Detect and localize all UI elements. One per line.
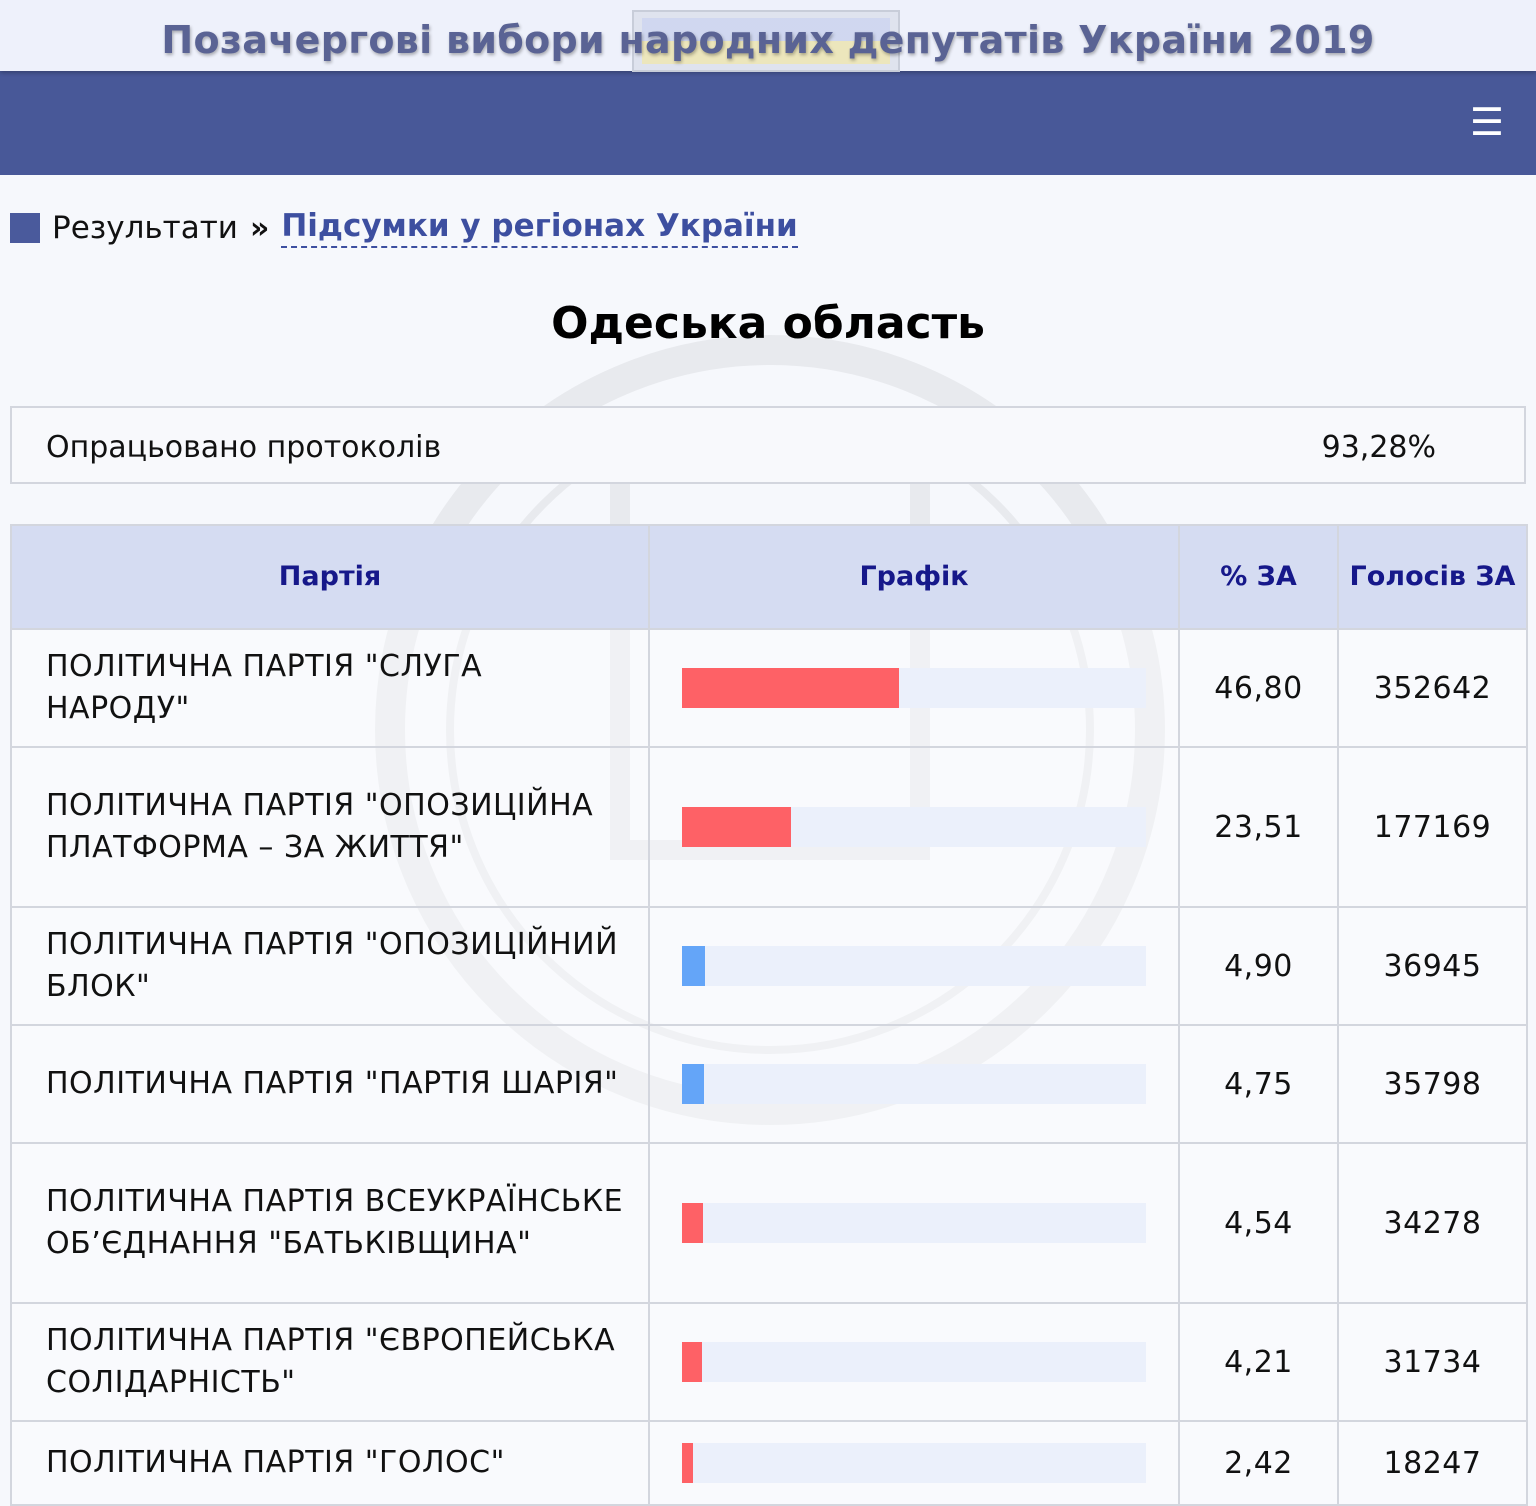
- column-header-graph: Графік: [648, 524, 1180, 630]
- percent-value: 4,90: [1178, 906, 1339, 1026]
- vote-share-bar: [682, 807, 792, 847]
- table-row: ПОЛІТИЧНА ПАРТІЯ "СЛУГА НАРОДУ" 46,80 35…: [10, 628, 1528, 748]
- graph-cell: [648, 1142, 1180, 1304]
- site-title: Позачергові вибори народних депутатів Ук…: [161, 18, 1375, 62]
- graph-cell: [648, 906, 1180, 1026]
- party-name: ПОЛІТИЧНА ПАРТІЯ "ПАРТІЯ ШАРІЯ": [10, 1024, 650, 1144]
- percent-value: 4,21: [1178, 1302, 1339, 1422]
- percent-value: 4,54: [1178, 1142, 1339, 1304]
- protocols-label: Опрацьовано протоколів: [46, 430, 442, 465]
- graph-cell: [648, 1420, 1180, 1506]
- vote-share-bar: [682, 1203, 704, 1243]
- breadcrumb-separator-icon: »: [249, 210, 270, 246]
- graph-cell: [648, 1302, 1180, 1422]
- hamburger-icon[interactable]: ☰: [1469, 100, 1504, 144]
- percent-value: 23,51: [1178, 746, 1339, 908]
- bar-track: [682, 946, 1146, 986]
- table-row: ПОЛІТИЧНА ПАРТІЯ "ОПОЗИЦІЙНИЙ БЛОК" 4,90…: [10, 906, 1528, 1026]
- navbar: ☰: [0, 71, 1536, 175]
- column-header-party[interactable]: Партія: [10, 524, 650, 630]
- percent-value: 46,80: [1178, 628, 1339, 748]
- graph-cell: [648, 628, 1180, 748]
- votes-value: 35798: [1337, 1024, 1528, 1144]
- party-name: ПОЛІТИЧНА ПАРТІЯ "СЛУГА НАРОДУ": [10, 628, 650, 748]
- graph-cell: [648, 746, 1180, 908]
- title-strip: Позачергові вибори народних депутатів Ук…: [0, 0, 1536, 72]
- breadcrumb: Результати » Підсумки у регіонах України: [10, 208, 798, 248]
- votes-value: 177169: [1337, 746, 1528, 908]
- party-name: ПОЛІТИЧНА ПАРТІЯ "ОПОЗИЦІЙНА ПЛАТФОРМА –…: [10, 746, 650, 908]
- percent-value: 2,42: [1178, 1420, 1339, 1506]
- column-header-percent[interactable]: % ЗА: [1178, 524, 1339, 630]
- page-title: Одеська область: [551, 298, 985, 349]
- table-header-row: Партія Графік % ЗА Голосів ЗА: [10, 524, 1528, 630]
- votes-value: 31734: [1337, 1302, 1528, 1422]
- votes-value: 34278: [1337, 1142, 1528, 1304]
- bar-track: [682, 668, 1146, 708]
- votes-value: 352642: [1337, 628, 1528, 748]
- vote-share-bar: [682, 1064, 705, 1104]
- bar-track: [682, 1342, 1146, 1382]
- table-row: ПОЛІТИЧНА ПАРТІЯ "ЄВРОПЕЙСЬКА СОЛІДАРНІС…: [10, 1302, 1528, 1422]
- vote-share-bar: [682, 668, 900, 708]
- table-row: ПОЛІТИЧНА ПАРТІЯ "ОПОЗИЦІЙНА ПЛАТФОРМА –…: [10, 746, 1528, 908]
- protocols-value: 93,28%: [1321, 430, 1436, 465]
- protocols-summary: Опрацьовано протоколів 93,28%: [10, 406, 1526, 484]
- percent-value: 4,75: [1178, 1024, 1339, 1144]
- votes-value: 36945: [1337, 906, 1528, 1026]
- breadcrumb-root: Результати: [52, 210, 238, 246]
- party-name: ПОЛІТИЧНА ПАРТІЯ ВСЕУКРАЇНСЬКЕ ОБ’ЄДНАНН…: [10, 1142, 650, 1304]
- bar-track: [682, 1203, 1146, 1243]
- column-header-votes[interactable]: Голосів ЗА: [1337, 524, 1528, 630]
- vote-share-bar: [682, 1443, 694, 1483]
- table-row: ПОЛІТИЧНА ПАРТІЯ ВСЕУКРАЇНСЬКЕ ОБ’ЄДНАНН…: [10, 1142, 1528, 1304]
- bar-track: [682, 1443, 1146, 1483]
- party-name: ПОЛІТИЧНА ПАРТІЯ "ОПОЗИЦІЙНИЙ БЛОК": [10, 906, 650, 1026]
- party-name: ПОЛІТИЧНА ПАРТІЯ "ЄВРОПЕЙСЬКА СОЛІДАРНІС…: [10, 1302, 650, 1422]
- table-row: ПОЛІТИЧНА ПАРТІЯ "ГОЛОС" 2,42 18247: [10, 1420, 1528, 1506]
- flag-emblem: [632, 10, 900, 72]
- vote-share-bar: [682, 1342, 702, 1382]
- votes-value: 18247: [1337, 1420, 1528, 1506]
- table-row: ПОЛІТИЧНА ПАРТІЯ "ПАРТІЯ ШАРІЯ" 4,75 357…: [10, 1024, 1528, 1144]
- vote-share-bar: [682, 946, 705, 986]
- bar-track: [682, 1064, 1146, 1104]
- breadcrumb-marker-icon: [10, 213, 40, 243]
- graph-cell: [648, 1024, 1180, 1144]
- breadcrumb-link-regions[interactable]: Підсумки у регіонах України: [281, 208, 798, 248]
- bar-track: [682, 807, 1146, 847]
- results-table: Партія Графік % ЗА Голосів ЗА ПОЛІТИЧНА …: [10, 524, 1528, 1506]
- party-name: ПОЛІТИЧНА ПАРТІЯ "ГОЛОС": [10, 1420, 650, 1506]
